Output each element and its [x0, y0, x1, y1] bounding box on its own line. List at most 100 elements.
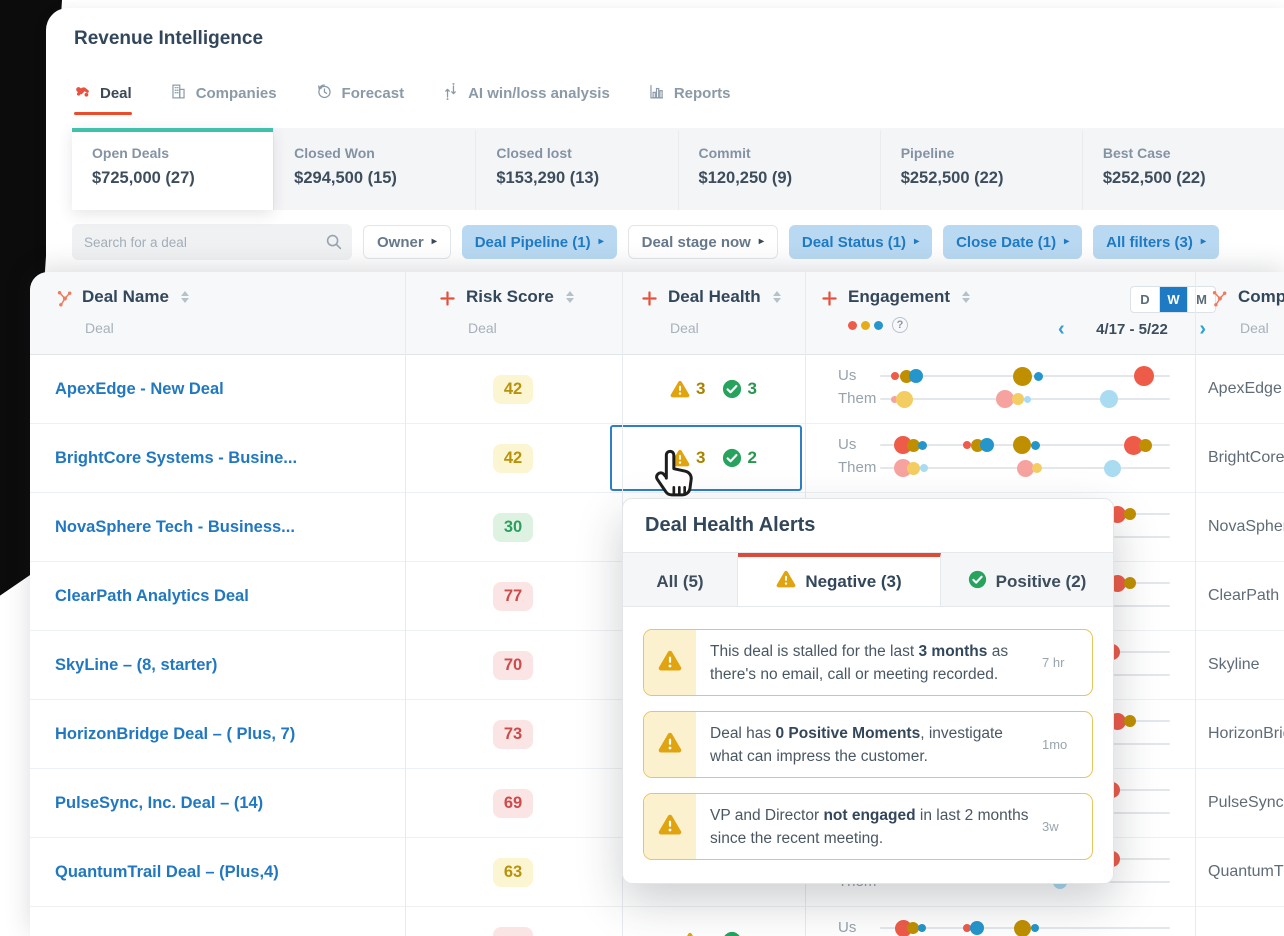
summary-card-closed-won[interactable]: Closed Won $294,500 (15) [273, 128, 476, 210]
engagement-legend: ? [848, 317, 908, 333]
prev-range-button[interactable]: ‹ [1058, 318, 1065, 340]
company-name: ApexEdge [1208, 380, 1282, 397]
tab-ai-winloss[interactable]: AI win/loss analysis [442, 82, 610, 122]
engagement-dot [918, 924, 927, 932]
deal-name-link[interactable]: ClearPath Analytics Deal [55, 586, 249, 605]
filter-owner[interactable]: Owner ▸ [363, 225, 451, 259]
deal-name-link[interactable]: PulseSync, Inc. Deal – (14) [55, 793, 264, 812]
engagement-dot [1016, 459, 1034, 477]
popup-tab-positive[interactable]: Positive (2) [941, 553, 1113, 606]
summary-value: $725,000 (27) [92, 169, 195, 187]
tab-deal[interactable]: Deal [74, 82, 132, 122]
engagement-series-label: Us [838, 367, 857, 384]
deal-name-link[interactable]: QuantumTrail Deal – (Plus,4) [55, 862, 279, 881]
deal-name-link[interactable]: SkyLine – (8, starter) [55, 655, 218, 674]
deal-name-link[interactable]: BrightCore Systems - Busine... [55, 448, 298, 467]
next-range-button[interactable]: › [1199, 318, 1206, 340]
engagement-dot [1033, 371, 1043, 381]
popup-tab-all[interactable]: All (5) [623, 553, 738, 606]
summary-value: $294,500 (15) [294, 169, 397, 187]
summary-label: Closed lost [496, 145, 572, 161]
column-header-deal-name[interactable]: Deal Name [82, 287, 189, 307]
summary-card-open-deals[interactable]: Open Deals $725,000 (27) [72, 128, 274, 210]
filter-deal-status[interactable]: Deal Status (1) ▸ [788, 225, 933, 259]
alert-age: 3w [1042, 819, 1059, 834]
engagement-dot [906, 461, 920, 475]
hubspot-icon [1210, 289, 1229, 313]
summary-value: $252,500 (22) [1102, 169, 1206, 187]
engagement-dot [1012, 366, 1032, 386]
engagement-dot [1103, 459, 1121, 477]
selected-cell-outline [610, 425, 802, 491]
engagement-series-label: Them [838, 390, 877, 407]
deal-name-link[interactable]: HorizonBridge Deal – ( Plus, 7) [55, 724, 296, 743]
filter-deal-stage[interactable]: Deal stage now ▸ [627, 225, 778, 259]
column-header-engagement[interactable]: Engagement [848, 287, 971, 307]
popup-tab-negative[interactable]: Negative (3) [738, 553, 941, 606]
filter-label: Deal Status (1) [801, 233, 907, 251]
column-divider [405, 272, 406, 936]
column-subtitle: Deal [1240, 320, 1269, 336]
filter-deal-pipeline[interactable]: Deal Pipeline (1) ▸ [461, 225, 617, 259]
toggle-day[interactable]: D [1140, 292, 1150, 307]
summary-card-closed-lost[interactable]: Closed lost $153,290 (13) [475, 128, 678, 210]
filter-label: All filters (3) [1106, 233, 1193, 251]
sort-icon[interactable] [962, 290, 971, 304]
caret-icon: ▸ [914, 236, 920, 247]
legend-dot-yellow [861, 320, 870, 330]
sort-icon[interactable] [565, 290, 574, 304]
summary-label: Closed Won [294, 145, 375, 161]
column-header-risk-score[interactable]: Risk Score [466, 287, 574, 307]
tab-reports[interactable]: Reports [648, 82, 731, 122]
summary-label: Open Deals [92, 145, 170, 161]
hand-cursor-icon [646, 444, 700, 509]
engagement-dot [1013, 919, 1031, 936]
deal-name-link[interactable]: ApexEdge - New Deal [55, 379, 224, 398]
tab-companies[interactable]: Companies [170, 82, 277, 122]
popup-tab-label: All (5) [656, 571, 704, 591]
toggle-month[interactable]: M [1187, 287, 1215, 312]
tab-label: Companies [195, 84, 277, 102]
alert-card-stalled[interactable]: This deal is stalled for the last 3 mont… [643, 629, 1093, 696]
engagement-dot [1133, 366, 1154, 386]
engagement-dot [1031, 924, 1040, 932]
filter-label: Close Date (1) [956, 233, 1057, 251]
column-header-company[interactable]: Company [1238, 287, 1284, 307]
filter-close-date[interactable]: Close Date (1) ▸ [943, 225, 1083, 259]
sort-icon[interactable] [772, 290, 781, 304]
freddy-ai-icon [820, 289, 839, 313]
alert-card-vp-not-engaged[interactable]: VP and Director not engaged in last 2 mo… [643, 793, 1093, 860]
search-input[interactable] [72, 224, 352, 260]
company-name: NovaSphere [1208, 518, 1284, 535]
summary-card-commit[interactable]: Commit $120,250 (9) [677, 128, 880, 210]
engagement-dot [1013, 436, 1032, 454]
alert-card-no-positive-moments[interactable]: Deal has 0 Positive Moments, investigate… [643, 711, 1093, 778]
summary-card-best-case[interactable]: Best Case $252,500 (22) [1081, 128, 1284, 210]
popup-title: Deal Health Alerts [623, 499, 1113, 553]
column-header-deal-health[interactable]: Deal Health [668, 287, 781, 307]
summary-card-pipeline[interactable]: Pipeline $252,500 (22) [879, 128, 1082, 210]
deal-health-cell[interactable] [622, 907, 805, 936]
search-icon [325, 233, 343, 256]
filter-all-filters[interactable]: All filters (3) ▸ [1093, 225, 1219, 259]
sort-icon[interactable] [180, 290, 189, 304]
company-name: Skyline [1208, 656, 1260, 673]
summary-cards: Open Deals $725,000 (27) Closed Won $294… [72, 128, 1284, 210]
warning-icon [658, 650, 682, 676]
deal-name-link[interactable]: NovaSphere Tech - Business... [55, 517, 295, 536]
toggle-week[interactable]: W [1159, 287, 1187, 312]
tab-forecast[interactable]: Forecast [315, 82, 404, 122]
risk-score-badge: 42 [493, 444, 533, 473]
help-icon[interactable]: ? [892, 317, 908, 333]
summary-label: Commit [698, 145, 751, 161]
engagement-dot [890, 372, 899, 380]
alert-stripe [644, 630, 696, 695]
warning-icon [658, 814, 682, 840]
tab-label: AI win/loss analysis [468, 84, 610, 102]
main-nav-tabs: Deal Companies Forecast AI win/loss anal… [74, 82, 731, 122]
date-range-nav: ‹ 4/17 - 5/22 › [1058, 319, 1206, 339]
engagement-dot [970, 921, 985, 935]
freddy-ai-icon [640, 289, 659, 313]
